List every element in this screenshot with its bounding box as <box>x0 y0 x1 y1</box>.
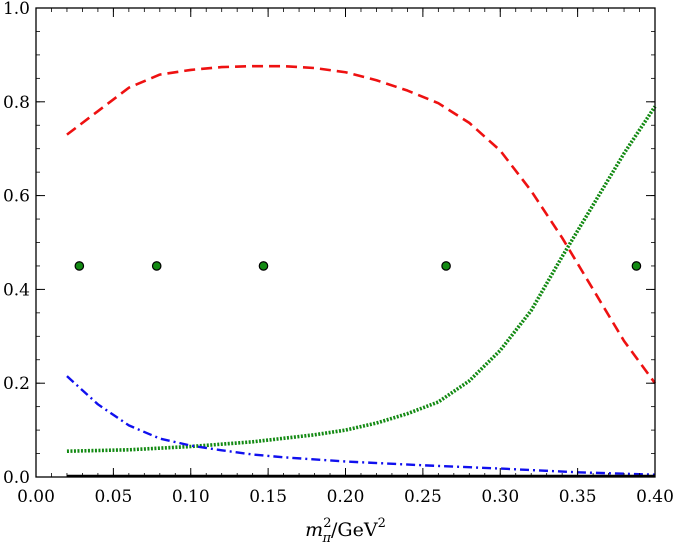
y-tick-label: 0.4 <box>3 280 30 300</box>
x-tick-label: 0.40 <box>636 487 674 507</box>
x-tick-label: 0.30 <box>481 487 519 507</box>
x-tick-label: 0.15 <box>249 487 287 507</box>
data-point <box>74 261 85 271</box>
series-line-dashed <box>66 64 657 384</box>
y-tick-label: 0.2 <box>3 374 30 394</box>
x-tick-label: 0.00 <box>17 487 55 507</box>
plot-marks <box>66 64 657 478</box>
x-tick-label: 0.25 <box>404 487 442 507</box>
y-tick-label: 0.8 <box>3 93 30 113</box>
data-point <box>631 261 642 271</box>
x-tick-label: 0.20 <box>327 487 365 507</box>
x-tick-label: 0.10 <box>172 487 210 507</box>
y-tick-label: 0.6 <box>3 187 30 207</box>
data-point <box>258 261 269 271</box>
plot-frame <box>35 7 656 478</box>
y-tick-label: 1.0 <box>3 0 30 19</box>
series-line-dashdot <box>66 375 656 476</box>
x-axis-label: m2 π/GeV2 <box>305 516 386 545</box>
x-tick-label: 0.05 <box>94 487 132 507</box>
axis-ticks: 0.00 0.05 0.10 0.15 0.20 0.25 0.30 0.35 0.40 0.0 0… <box>3 0 674 507</box>
data-point <box>151 261 162 271</box>
data-point <box>441 261 451 271</box>
series-line-dotted <box>66 105 657 453</box>
y-tick-label: 0.0 <box>3 468 30 488</box>
x-tick-label: 0.35 <box>559 487 597 507</box>
